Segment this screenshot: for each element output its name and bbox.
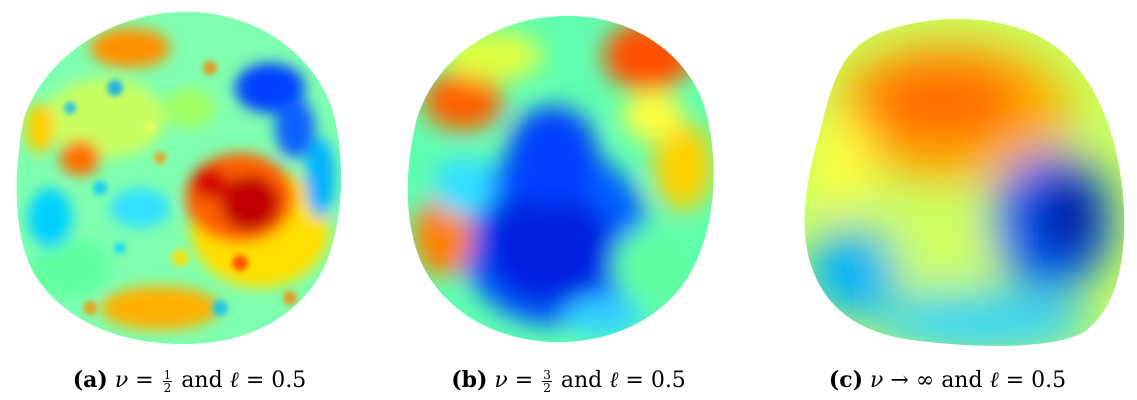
fraction-denominator: 2 (163, 380, 172, 395)
ell-value: = 0.5 (625, 368, 686, 393)
sphere-rough (16, 11, 342, 345)
sphere-very-smooth (804, 18, 1125, 346)
ell-symbol: ℓ (609, 368, 619, 393)
nu-symbol: ν (114, 368, 129, 393)
fraction: 3 2 (542, 369, 552, 394)
ell-symbol: ℓ (229, 368, 239, 393)
conjunction: and (560, 368, 603, 393)
sphere-smooth (407, 15, 714, 343)
relation: = (135, 368, 154, 393)
fraction: 1 2 (162, 367, 173, 395)
caption-tag: (c) (828, 367, 864, 393)
caption-tag: (b) (451, 367, 488, 393)
ell-symbol: ℓ (989, 368, 999, 393)
caption-a: (a) ν = 1 2 and ℓ = 0.5 (0, 365, 379, 396)
nu-symbol: ν (494, 368, 508, 393)
panel-c: (c) ν → ∞ and ℓ = 0.5 (758, 0, 1137, 400)
conjunction: and (941, 368, 983, 393)
panel-b: (b) ν = 3 2 and ℓ = 0.5 (379, 0, 758, 400)
nu-symbol: ν (870, 368, 884, 393)
caption-tag: (a) (72, 367, 108, 393)
fraction-numerator: 1 (162, 367, 173, 382)
caption-c: (c) ν → ∞ and ℓ = 0.5 (758, 365, 1137, 396)
fraction-numerator: 3 (542, 367, 552, 382)
caption-b: (b) ν = 3 2 and ℓ = 0.5 (379, 365, 758, 396)
relation: → ∞ (890, 368, 935, 393)
ell-value: = 0.5 (1005, 368, 1067, 393)
fraction-denominator: 2 (543, 380, 551, 395)
panel-a: (a) ν = 1 2 and ℓ = 0.5 (0, 0, 379, 400)
relation: = (514, 368, 534, 393)
conjunction: and (181, 368, 223, 393)
ell-value: = 0.5 (245, 368, 307, 393)
